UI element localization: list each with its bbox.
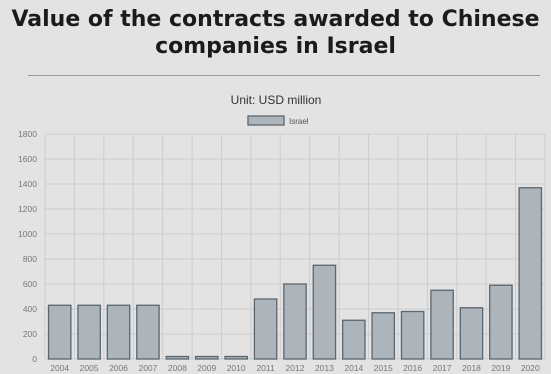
bar-2010 (224, 355, 249, 360)
legend-label-israel: Israel (289, 117, 309, 126)
bar-2013 (312, 264, 337, 360)
bar-2014 (341, 319, 366, 360)
bar-2005 (77, 304, 101, 360)
y-tick-label: 1400 (18, 179, 37, 189)
bar-2006 (106, 304, 131, 360)
bar-2018 (459, 307, 484, 360)
y-tick-label: 400 (23, 304, 37, 314)
x-tick-label: 2004 (50, 363, 69, 373)
x-tick-label: 2014 (344, 363, 363, 373)
x-tick-label: 2009 (197, 363, 216, 373)
y-axis-ticks: 0 200 400 600 800 1000 1200 1400 1600 1800 (18, 129, 37, 364)
chart-title: Value of the contracts awarded to Chines… (11, 7, 540, 59)
bar-2019 (489, 284, 513, 360)
grid (44, 133, 546, 360)
y-tick-label: 200 (23, 329, 37, 339)
x-tick-label: 2007 (138, 363, 157, 373)
y-tick-label: 0 (32, 354, 37, 364)
x-tick-label: 2020 (521, 363, 540, 373)
y-tick-label: 1200 (18, 204, 37, 214)
y-tick-label: 1600 (18, 154, 37, 164)
y-tick-label: 800 (23, 254, 37, 264)
bars (47, 187, 543, 360)
bar-2015 (371, 312, 396, 360)
x-tick-label: 2011 (256, 363, 275, 373)
x-tick-label: 2008 (168, 363, 187, 373)
x-tick-label: 2005 (80, 363, 99, 373)
title-divider (28, 75, 540, 76)
bar-2004 (47, 304, 72, 360)
x-tick-label: 2019 (491, 363, 510, 373)
legend-swatch (247, 115, 285, 126)
y-tick-label: 1000 (18, 229, 37, 239)
bar-2016 (400, 310, 425, 360)
y-tick-label: 600 (23, 279, 37, 289)
bar-2011 (253, 298, 278, 360)
y-tick-label: 1800 (18, 129, 37, 139)
bar-2020 (518, 187, 543, 360)
chart-subtitle: Unit: USD million (231, 93, 322, 107)
x-axis-ticks: 2004 2005 2006 2007 2008 2009 2010 2011 2012 2013… (50, 363, 540, 373)
x-tick-label: 2018 (462, 363, 481, 373)
bar-2017 (430, 289, 454, 360)
bar-2012 (283, 283, 307, 360)
x-tick-label: 2016 (403, 363, 422, 373)
x-tick-label: 2010 (227, 363, 246, 373)
legend: Israel (247, 115, 309, 126)
bar-2009 (194, 355, 219, 360)
x-tick-label: 2017 (433, 363, 452, 373)
x-tick-label: 2012 (286, 363, 305, 373)
x-tick-label: 2013 (315, 363, 334, 373)
bar-2007 (136, 304, 160, 360)
x-tick-label: 2015 (374, 363, 393, 373)
bar-2008 (165, 355, 190, 360)
x-tick-label: 2006 (109, 363, 128, 373)
